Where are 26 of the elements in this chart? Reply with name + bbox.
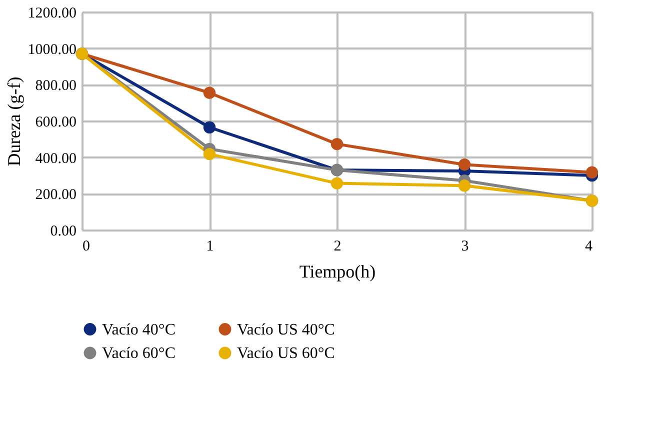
y-tick-label: 800.00 — [35, 78, 76, 94]
x-tick-label: 1 — [206, 238, 214, 254]
legend-label: Vacío US 40°C — [237, 321, 335, 338]
legend-label: Vacío 40°C — [102, 321, 176, 338]
point — [330, 177, 344, 190]
y-tick-label: 400.00 — [35, 150, 76, 167]
y-tick-label: 0.00 — [50, 224, 76, 240]
y-tick-label: 1000.00 — [28, 42, 76, 58]
y-axis-title: Dureza (g-f) — [4, 76, 24, 166]
x-tick-label: 2 — [334, 238, 342, 254]
point — [458, 180, 471, 192]
legend-label: Vacío US 60°C — [237, 345, 335, 362]
point — [586, 166, 598, 179]
x-tick-label: 0 — [82, 238, 90, 254]
y-tick-label: 200.00 — [35, 187, 76, 204]
point — [330, 138, 344, 150]
y-tick-label: 1200.00 — [28, 6, 76, 22]
point — [458, 158, 471, 171]
x-tick-label: 3 — [461, 238, 469, 254]
y-tick-label: 600.00 — [35, 114, 76, 130]
point — [203, 86, 216, 99]
x-axis-title: Tiempo(h) — [299, 262, 376, 282]
x-tick-label: 4 — [585, 238, 593, 254]
legend-label: Vacío 60°C — [102, 345, 176, 362]
point — [203, 121, 216, 134]
point — [203, 148, 216, 160]
